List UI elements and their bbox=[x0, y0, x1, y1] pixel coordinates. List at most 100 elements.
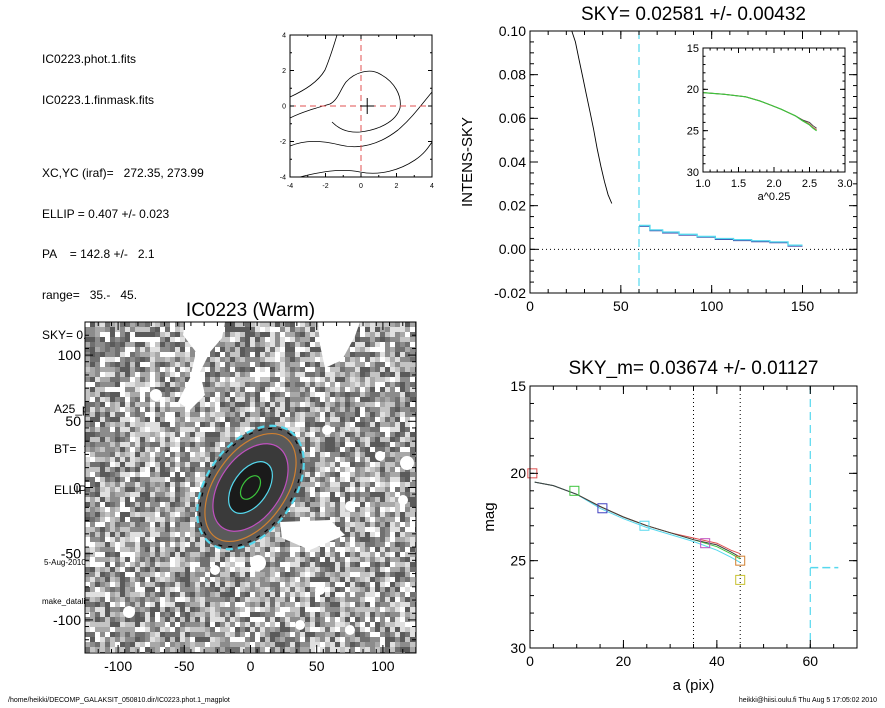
noise-pixel bbox=[135, 457, 140, 462]
noise-pixel bbox=[265, 422, 270, 427]
noise-pixel bbox=[385, 497, 390, 502]
noise-pixel bbox=[240, 577, 245, 582]
contour-y-tick-label: -4 bbox=[280, 174, 286, 181]
noise-pixel bbox=[405, 597, 410, 602]
noise-pixel bbox=[390, 642, 395, 647]
noise-pixel bbox=[85, 562, 90, 567]
noise-pixel bbox=[370, 467, 375, 472]
image-y-tick-label: -50 bbox=[61, 546, 81, 562]
info-file1: IC0223.phot.1.fits bbox=[42, 52, 137, 66]
mag-xlabel: a (pix) bbox=[673, 677, 715, 694]
noise-pixel bbox=[105, 577, 110, 582]
noise-pixel bbox=[350, 432, 355, 437]
noise-pixel bbox=[100, 517, 105, 522]
noise-pixel bbox=[125, 602, 130, 607]
noise-pixel bbox=[155, 417, 160, 422]
noise-pixel bbox=[275, 412, 280, 417]
noise-pixel bbox=[185, 592, 190, 597]
noise-pixel bbox=[370, 487, 375, 492]
noise-pixel bbox=[335, 377, 340, 382]
noise-pixel bbox=[250, 362, 255, 367]
noise-pixel bbox=[95, 517, 100, 522]
noise-pixel bbox=[255, 597, 260, 602]
noise-pixel bbox=[405, 507, 410, 512]
noise-pixel bbox=[120, 442, 125, 447]
noise-pixel bbox=[195, 607, 200, 612]
noise-pixel bbox=[290, 637, 295, 642]
noise-pixel bbox=[400, 532, 405, 537]
noise-pixel bbox=[115, 347, 120, 352]
noise-pixel bbox=[85, 477, 90, 482]
noise-pixel bbox=[155, 577, 160, 582]
noise-pixel bbox=[390, 362, 395, 367]
noise-pixel bbox=[200, 372, 205, 377]
noise-pixel bbox=[125, 507, 130, 512]
noise-pixel bbox=[390, 487, 395, 492]
noise-pixel bbox=[205, 647, 210, 652]
noise-pixel bbox=[105, 627, 110, 632]
noise-pixel bbox=[300, 392, 305, 397]
noise-pixel bbox=[225, 412, 230, 417]
noise-pixel bbox=[300, 552, 305, 557]
noise-pixel bbox=[230, 407, 235, 412]
noise-pixel bbox=[320, 397, 325, 402]
noise-pixel bbox=[350, 532, 355, 537]
noise-pixel bbox=[130, 362, 135, 367]
noise-pixel bbox=[125, 597, 130, 602]
noise-pixel bbox=[165, 512, 170, 517]
noise-pixel bbox=[210, 427, 215, 432]
noise-pixel bbox=[225, 382, 230, 387]
noise-pixel bbox=[330, 557, 335, 562]
noise-pixel bbox=[325, 472, 330, 477]
noise-pixel bbox=[315, 372, 320, 377]
noise-pixel bbox=[370, 502, 375, 507]
noise-pixel bbox=[315, 642, 320, 647]
noise-pixel bbox=[240, 327, 245, 332]
noise-pixel bbox=[85, 432, 90, 437]
noise-pixel bbox=[140, 402, 145, 407]
noise-pixel bbox=[85, 597, 90, 602]
noise-pixel bbox=[250, 627, 255, 632]
noise-pixel bbox=[330, 492, 335, 497]
noise-pixel bbox=[345, 437, 350, 442]
noise-pixel bbox=[130, 572, 135, 577]
noise-pixel bbox=[360, 507, 365, 512]
noise-pixel bbox=[335, 487, 340, 492]
noise-pixel bbox=[320, 622, 325, 627]
noise-pixel bbox=[215, 407, 220, 412]
noise-pixel bbox=[305, 457, 310, 462]
noise-pixel bbox=[395, 402, 400, 407]
noise-pixel bbox=[230, 397, 235, 402]
noise-pixel bbox=[185, 542, 190, 547]
noise-pixel bbox=[100, 467, 105, 472]
noise-pixel bbox=[160, 452, 165, 457]
noise-pixel bbox=[335, 537, 340, 542]
noise-pixel bbox=[145, 487, 150, 492]
noise-pixel bbox=[290, 507, 295, 512]
noise-pixel bbox=[345, 592, 350, 597]
noise-pixel bbox=[125, 412, 130, 417]
noise-pixel bbox=[215, 437, 220, 442]
noise-pixel bbox=[210, 442, 215, 447]
noise-pixel bbox=[150, 632, 155, 637]
noise-pixel bbox=[315, 577, 320, 582]
noise-pixel bbox=[150, 387, 155, 392]
noise-pixel bbox=[330, 402, 335, 407]
noise-pixel bbox=[210, 602, 215, 607]
noise-pixel bbox=[300, 627, 305, 632]
noise-pixel bbox=[345, 597, 350, 602]
noise-pixel bbox=[155, 572, 160, 577]
noise-pixel bbox=[350, 397, 355, 402]
noise-pixel bbox=[265, 357, 270, 362]
noise-pixel bbox=[230, 612, 235, 617]
noise-pixel bbox=[390, 422, 395, 427]
noise-pixel bbox=[150, 492, 155, 497]
noise-pixel bbox=[235, 592, 240, 597]
noise-pixel bbox=[250, 547, 255, 552]
noise-pixel bbox=[375, 422, 380, 427]
noise-pixel bbox=[355, 552, 360, 557]
noise-pixel bbox=[145, 457, 150, 462]
noise-pixel bbox=[355, 377, 360, 382]
noise-pixel bbox=[410, 587, 415, 592]
